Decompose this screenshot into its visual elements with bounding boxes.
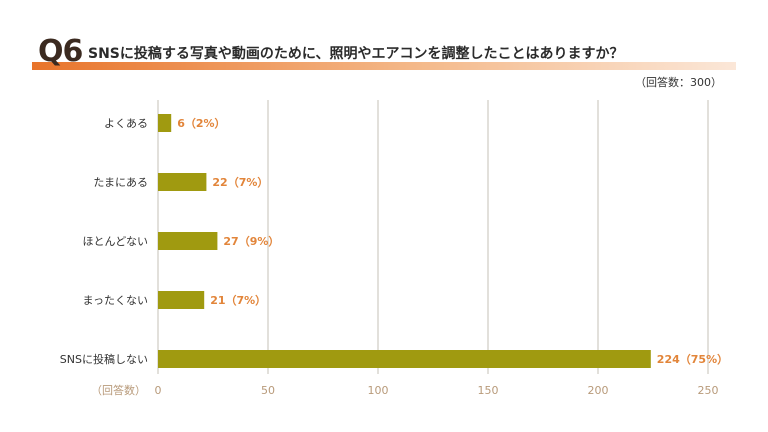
bar: [158, 350, 651, 368]
question-text: SNSに投稿する写真や動画のために、照明やエアコンを調整したことはありますか？: [88, 46, 624, 62]
data-label: 21（7%）: [210, 294, 266, 307]
x-tick-label: 0: [155, 384, 162, 397]
category-label: よくある: [104, 117, 148, 130]
x-tick-label: 250: [698, 384, 719, 397]
response-count-note: （回答数：300）: [635, 76, 722, 89]
x-tick-label: 200: [588, 384, 609, 397]
bar: [158, 291, 205, 309]
data-label: 27（9%）: [223, 235, 279, 248]
bars: [158, 114, 651, 368]
data-label: 22（7%）: [212, 176, 268, 189]
bar: [158, 114, 172, 132]
category-label: たまにある: [93, 176, 148, 189]
category-label: ほとんどない: [83, 235, 148, 248]
data-label: 6（2%）: [177, 117, 225, 130]
labels: 0 50 100 150 200 250 （回答数） よくある 6（2%） たまにある 22（7%）…: [60, 117, 728, 397]
x-tick-label: 50: [261, 384, 275, 397]
question-header: Q6 SNSに投稿する写真や動画のために、照明やエアコンを調整したことはあります…: [0, 0, 768, 80]
bar: [158, 232, 218, 250]
question-number: Q6: [38, 34, 83, 69]
grid-lines: [157, 100, 709, 374]
x-tick-label: 100: [368, 384, 389, 397]
category-label: まったくない: [82, 294, 148, 307]
x-axis-label: （回答数）: [91, 383, 146, 397]
x-tick-label: 150: [478, 384, 499, 397]
title-underline: [32, 62, 736, 70]
category-label: SNSに投稿しない: [60, 352, 148, 366]
bar: [158, 173, 207, 191]
data-label: 224（75%）: [657, 353, 728, 366]
